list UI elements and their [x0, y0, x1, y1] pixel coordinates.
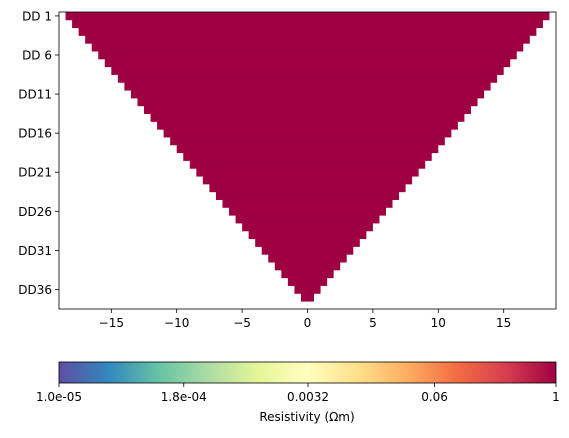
colorbar-label: Resistivity (Ωm) — [259, 410, 354, 424]
y-tick-label: DD26 — [18, 205, 52, 219]
cell-row-9 — [117, 74, 498, 83]
cell-row-16 — [163, 129, 452, 138]
colorbar: 1.0e-05 1.8e-04 0.0032 0.06 1 Resistivity (Ω… — [36, 361, 560, 424]
colorbar-ticks: 1.0e-05 1.8e-04 0.0032 0.06 1 — [36, 383, 560, 404]
cell-row-7 — [104, 58, 511, 68]
x-tick-label: −10 — [164, 316, 189, 330]
cell-row-35 — [287, 277, 328, 286]
cell-row-25 — [222, 199, 393, 208]
y-tick-label: DD11 — [18, 88, 52, 102]
cell-row-12 — [137, 97, 478, 107]
x-tick-label: 15 — [496, 316, 511, 330]
y-axis: DD 1 DD 6 DD11 DD16 DD21 DD26 DD31 DD36 — [18, 9, 59, 297]
x-axis: −15 −10 −5 0 5 10 15 — [99, 309, 511, 330]
cell-row-33 — [274, 262, 341, 271]
cell-row-37 — [300, 293, 315, 302]
colorbar-tick-label: 1.8e-04 — [161, 390, 207, 404]
cell-row-26 — [229, 207, 386, 216]
y-tick-label: DD 6 — [22, 48, 52, 62]
cell-row-4 — [85, 35, 530, 44]
cell-row-30 — [255, 238, 360, 247]
cell-row-20 — [189, 160, 426, 169]
y-tick-label: DD16 — [18, 127, 52, 141]
cell-row-19 — [183, 152, 432, 161]
y-tick-label: DD31 — [18, 244, 52, 258]
pseudosection-plot: −15 −10 −5 0 5 10 15 DD 1DD 6DD11DD16DD21DD26D… — [18, 9, 557, 330]
x-tick-label: −5 — [233, 316, 251, 330]
cell-row-18 — [176, 144, 439, 154]
cell-row-6 — [98, 51, 517, 60]
cell-row-34 — [281, 269, 334, 279]
y-tick-label: DD21 — [18, 166, 52, 180]
cell-row-29 — [248, 230, 367, 240]
cell-row-5 — [91, 43, 524, 52]
x-tick-label: 5 — [369, 316, 377, 330]
cell-row-27 — [235, 215, 380, 224]
colorbar-gradient — [58, 361, 557, 384]
colorbar-tick-label: 0.0032 — [287, 390, 329, 404]
cell-row-15 — [157, 121, 458, 130]
cell-row-8 — [111, 66, 504, 75]
cell-row-13 — [144, 105, 471, 115]
x-tick-label: 0 — [304, 316, 312, 330]
cell-row-21 — [196, 168, 419, 177]
y-tick-label: DD36 — [18, 283, 52, 297]
cell-row-31 — [261, 246, 354, 255]
data-cells — [65, 12, 550, 302]
x-tick-label: 10 — [431, 316, 446, 330]
colorbar-tick-label: 1.0e-05 — [36, 390, 82, 404]
cell-row-11 — [130, 90, 485, 99]
x-tick-label: −15 — [99, 316, 124, 330]
cell-row-24 — [215, 191, 400, 200]
y-tick-label: DD 1 — [22, 9, 52, 23]
cell-row-22 — [202, 176, 413, 185]
cell-row-2 — [72, 19, 543, 29]
cell-row-14 — [150, 113, 465, 122]
cell-row-32 — [268, 254, 347, 263]
cell-row-1 — [65, 12, 550, 21]
cell-row-17 — [170, 137, 445, 146]
colorbar-tick-label: 1 — [552, 390, 560, 404]
cell-row-3 — [78, 27, 537, 36]
cell-row-36 — [294, 285, 321, 294]
cell-row-23 — [209, 183, 406, 193]
cell-row-28 — [242, 223, 373, 232]
colorbar-tick-label: 0.06 — [421, 390, 448, 404]
cell-row-10 — [124, 82, 491, 91]
